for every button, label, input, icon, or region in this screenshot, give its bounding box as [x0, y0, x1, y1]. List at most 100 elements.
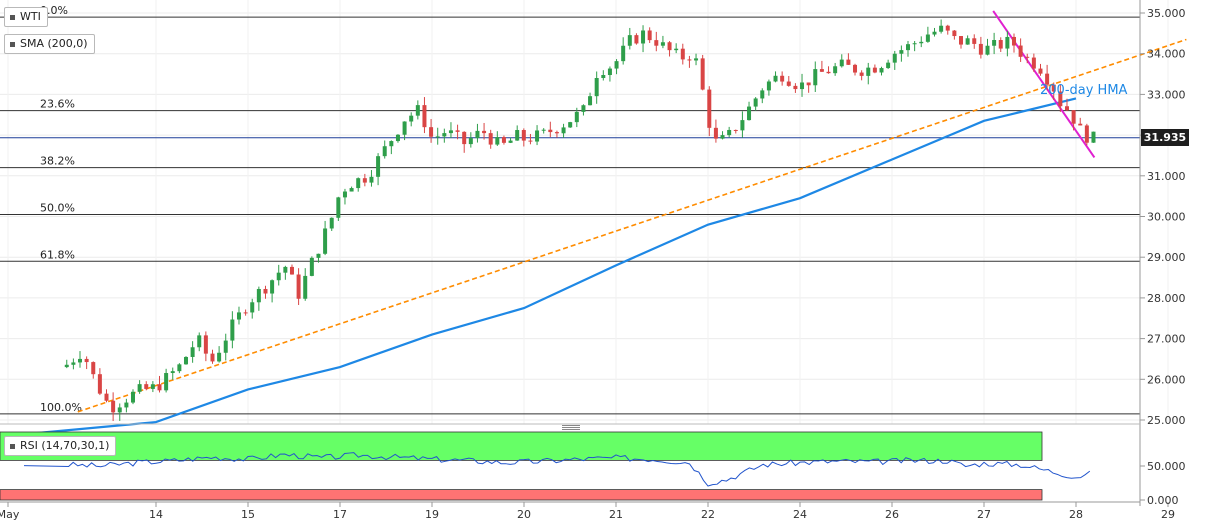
candle-bull	[992, 40, 997, 46]
y-tick-label: 26.000	[1147, 373, 1186, 386]
legend-swatch-icon	[10, 41, 15, 47]
candle-bear	[680, 48, 685, 60]
candle-bull	[170, 371, 175, 374]
candle-bull	[932, 31, 937, 35]
candle-bear	[700, 58, 705, 90]
candle-bull	[773, 75, 778, 82]
candle-bear	[482, 130, 487, 134]
candle-bear	[1038, 68, 1043, 74]
x-tick-label: 17	[333, 508, 347, 521]
sma-legend[interactable]: SMA (200,0)	[4, 34, 95, 54]
candle-bear	[1045, 73, 1050, 85]
candle-bull	[468, 138, 473, 145]
x-tick-label: 15	[241, 508, 255, 521]
candle-bull	[137, 384, 142, 392]
pane-resize-handle[interactable]	[562, 425, 580, 431]
candle-bull	[256, 288, 261, 303]
grid	[0, 0, 1169, 424]
candle-bull	[376, 156, 381, 177]
y-tick-label: 25.000	[1147, 414, 1186, 427]
x-tick-label: 24	[793, 508, 807, 521]
candle-bull	[614, 61, 619, 69]
support-trendline	[77, 38, 1187, 413]
candle-bull	[230, 319, 235, 341]
candle-bear	[97, 374, 102, 394]
fib-level-label: 38.2%	[40, 155, 75, 168]
candle-bull	[395, 134, 400, 142]
candle-bull	[939, 25, 944, 32]
y-tick-label: 31.000	[1147, 170, 1186, 183]
candle-bear	[1064, 106, 1069, 111]
x-tick-label: 20	[517, 508, 531, 521]
candle-bear	[998, 40, 1003, 49]
sma-legend-label: SMA (200,0)	[20, 37, 88, 50]
candle-bull	[588, 96, 593, 106]
candle-bull	[627, 35, 632, 46]
candle-bull	[919, 41, 924, 44]
candle-bull	[409, 115, 414, 122]
candle-bear	[647, 30, 652, 41]
candle-bear	[978, 43, 983, 55]
candle-bear	[972, 38, 977, 44]
resistance-trendline	[992, 10, 1096, 159]
candle-bear	[203, 335, 208, 354]
candle-bear	[806, 82, 811, 86]
candle-bull	[309, 257, 314, 276]
candle-bear	[263, 288, 268, 294]
rsi-y-tick-label: 0.000	[1147, 494, 1179, 507]
rsi-oversold-zone	[0, 489, 1043, 501]
fib-level-label: 23.6%	[40, 98, 75, 111]
candle-bull	[223, 340, 228, 353]
candle-bear	[528, 140, 533, 142]
candle-bear	[952, 30, 957, 37]
candle-bull	[925, 34, 930, 42]
candle-bear	[853, 64, 858, 73]
candle-bear	[1078, 123, 1083, 126]
candle-bull	[336, 197, 341, 218]
candle-bull	[839, 59, 844, 67]
candle-bear	[362, 178, 367, 183]
symbol-label: WTI	[20, 10, 41, 23]
symbol-legend[interactable]: WTI	[4, 7, 48, 27]
candle-bear	[959, 36, 963, 45]
x-tick-label: 29	[1161, 508, 1175, 521]
candle-bear	[1011, 36, 1016, 46]
y-tick-label: 33.000	[1147, 88, 1186, 101]
candle-bull	[674, 48, 679, 51]
candle-bear	[104, 393, 109, 401]
last-price-tag: 31.935	[1141, 129, 1189, 146]
candle-bull	[276, 272, 281, 281]
candle-bear	[634, 35, 639, 44]
candle-bull	[435, 136, 440, 138]
candle-bull	[760, 90, 765, 99]
candle-bull	[985, 45, 990, 55]
candle-bear	[462, 131, 467, 145]
candle-bear	[667, 42, 672, 51]
candle-bull	[329, 217, 334, 229]
rsi-legend[interactable]: RSI (14,70,30,1)	[4, 436, 117, 456]
candle-bull	[660, 42, 665, 46]
candle-bear	[554, 132, 559, 134]
x-tick-label: 27	[977, 508, 991, 521]
sma-200-path	[23, 97, 1077, 436]
candle-bull	[402, 121, 407, 135]
candle-bull	[601, 75, 606, 79]
candle-bull	[747, 106, 752, 121]
candle-bear	[786, 81, 791, 86]
candle-bull	[415, 105, 420, 116]
candle-bull	[197, 335, 202, 348]
candle-bull	[495, 137, 500, 145]
candle-bear	[455, 130, 460, 132]
candle-bull	[78, 358, 83, 363]
candle-bear	[1031, 57, 1036, 69]
x-tick-label: 22	[701, 508, 715, 521]
candle-bear	[1051, 84, 1056, 92]
candle-bull	[906, 44, 911, 51]
candle-bear	[859, 72, 864, 76]
candle-bear	[713, 127, 718, 139]
candle-bull	[800, 82, 805, 90]
candle-bull	[621, 45, 626, 62]
candles	[64, 19, 1096, 422]
legend-swatch-icon	[10, 443, 15, 449]
candle-bull	[369, 176, 374, 183]
